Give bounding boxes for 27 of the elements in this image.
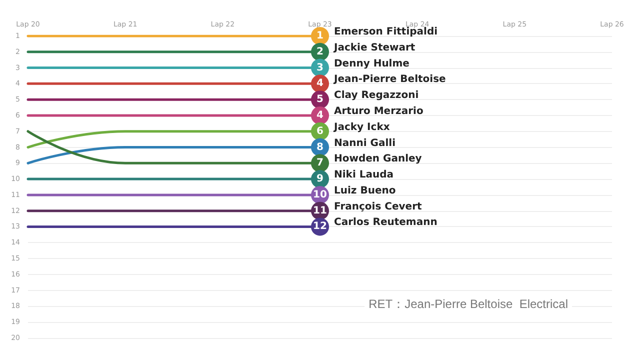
series-label: Denny Hulme (334, 58, 410, 70)
annotation: 2 (316, 46, 324, 58)
series-label: Arturo Merzario (334, 106, 424, 117)
series-label: Jean-Pierre Beltoise (333, 74, 446, 86)
series-label: Howden Ganley (334, 154, 422, 165)
annotation: 3 (316, 62, 324, 74)
annotation: 6 (316, 126, 324, 137)
annotation: 9 (316, 174, 324, 185)
series-label: Nanni Galli (334, 138, 396, 149)
annotation: 4 (316, 110, 324, 121)
series-label: Clay Regazzoni (334, 90, 419, 102)
annotation: 7 (316, 158, 324, 169)
annotation: 4 (316, 78, 324, 90)
series-label: Emerson Fittipaldi (334, 26, 438, 38)
annotation: 5 (316, 94, 324, 106)
annotation: 1 (316, 30, 324, 42)
annotation: RET：Jean-Pierre Beltoise Electrical (368, 297, 568, 311)
series-label: Luiz Bueno (334, 185, 396, 196)
annotation: 10 (313, 189, 327, 200)
annotation: 8 (316, 142, 324, 153)
annotation: 11 (313, 205, 327, 216)
series-label: Jacky Ickx (333, 122, 390, 133)
series-label: François Cevert (334, 201, 422, 212)
annotation: 12 (313, 221, 327, 232)
series-label: Carlos Reutemann (334, 217, 438, 228)
series-label: Jackie Stewart (333, 42, 416, 54)
series-label: Niki Lauda (334, 170, 394, 181)
